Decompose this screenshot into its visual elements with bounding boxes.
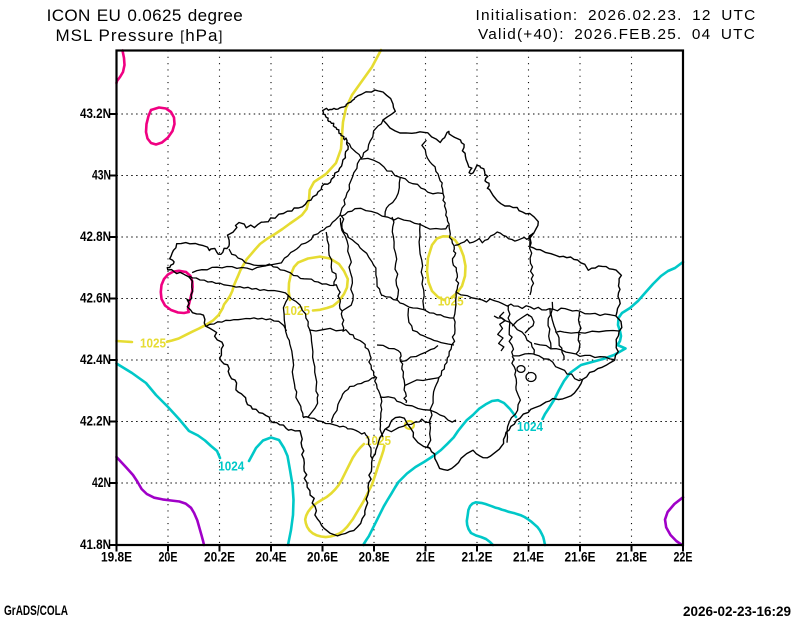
svg-text:21.4E: 21.4E — [513, 548, 544, 564]
svg-text:2026-02-23-16:29: 2026-02-23-16:29 — [683, 604, 791, 618]
svg-text:20E: 20E — [159, 548, 178, 564]
svg-text:20.4E: 20.4E — [256, 548, 287, 564]
svg-text:42N: 42N — [92, 474, 111, 490]
svg-text:1025: 1025 — [438, 294, 464, 308]
svg-text:21.6E: 21.6E — [565, 548, 596, 564]
svg-text:1025: 1025 — [140, 336, 166, 350]
svg-text:20.6E: 20.6E — [307, 548, 338, 564]
svg-text:42.2N: 42.2N — [80, 412, 111, 428]
svg-text:43.2N: 43.2N — [80, 105, 111, 121]
svg-text:41.8N: 41.8N — [80, 536, 111, 552]
svg-text:MSL Pressure [hPa]: MSL Pressure [hPa] — [56, 26, 224, 45]
svg-text:21.8E: 21.8E — [616, 548, 647, 564]
svg-text:Initialisation: 2026.02.23. 12: Initialisation: 2026.02.23. 12 UTC — [476, 7, 757, 24]
svg-text:Valid(+40): 2026.FEB.25. 04 UT: Valid(+40): 2026.FEB.25. 04 UTC — [478, 26, 756, 43]
svg-text:42.8N: 42.8N — [80, 228, 111, 244]
svg-text:42.4N: 42.4N — [80, 351, 111, 367]
svg-text:1024: 1024 — [517, 420, 543, 434]
svg-text:GrADS/COLA: GrADS/COLA — [4, 603, 68, 618]
svg-text:ICON EU 0.0625 degree: ICON EU 0.0625 degree — [47, 6, 243, 25]
svg-text:21E: 21E — [416, 548, 435, 564]
svg-text:19.8E: 19.8E — [101, 548, 132, 564]
svg-text:20.8E: 20.8E — [359, 548, 390, 564]
svg-text:1024: 1024 — [218, 459, 244, 473]
svg-text:42.6N: 42.6N — [80, 289, 111, 305]
svg-text:22E: 22E — [674, 548, 693, 564]
svg-text:1025: 1025 — [284, 304, 310, 318]
svg-text:21.2E: 21.2E — [462, 548, 493, 564]
svg-text:43N: 43N — [92, 166, 111, 182]
svg-text:20.2E: 20.2E — [204, 548, 235, 564]
